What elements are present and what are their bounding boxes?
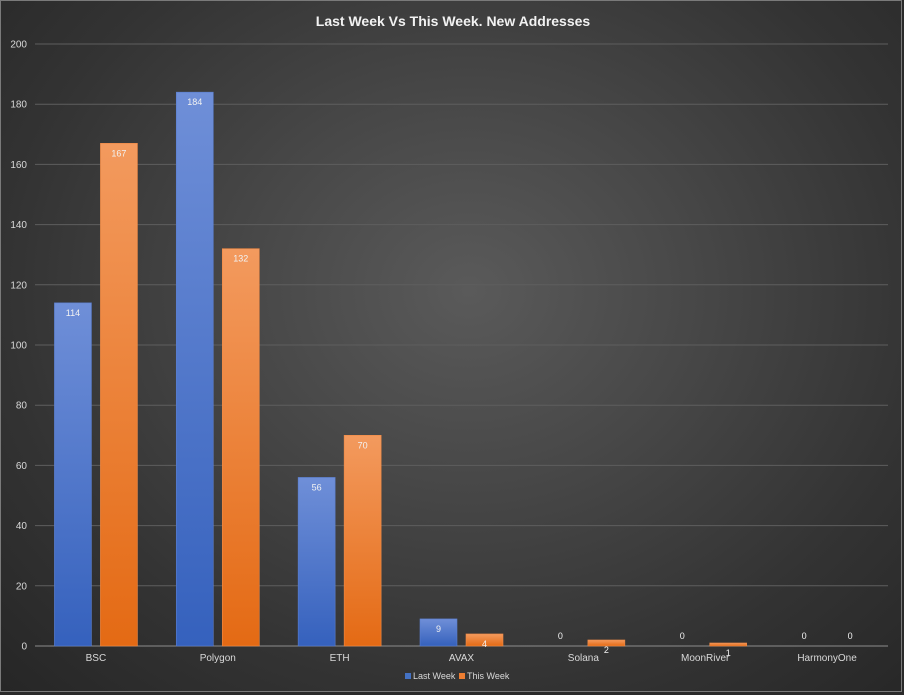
bar-this-week <box>343 434 382 647</box>
x-tick-label: BSC <box>86 653 107 664</box>
bar-last-week <box>297 477 336 647</box>
chart-title: Last Week Vs This Week. New Addresses <box>316 13 591 29</box>
y-tick-label: 120 <box>10 280 27 291</box>
x-tick-label: Polygon <box>200 653 236 664</box>
gridlines <box>35 43 888 647</box>
bar-this-week <box>100 143 138 647</box>
y-tick-label: 80 <box>16 401 28 412</box>
x-tick-label: HarmonyOne <box>797 653 857 664</box>
y-axis: 0 20 40 60 80 100 120 140 160 180 200 <box>10 40 27 653</box>
data-label: 9 <box>436 624 441 634</box>
data-label: 0 <box>558 631 563 641</box>
y-tick-label: 140 <box>10 220 27 231</box>
x-tick-label: MoonRiver <box>681 653 730 664</box>
bar-this-week <box>709 642 748 647</box>
x-tick-label: ETH <box>330 653 350 664</box>
data-label: 0 <box>680 631 685 641</box>
bar-last-week <box>54 302 92 647</box>
legend: Last Week This Week <box>405 671 510 681</box>
bar-this-week <box>221 248 260 647</box>
data-label: 184 <box>187 97 202 107</box>
y-tick-label: 0 <box>21 642 27 653</box>
y-tick-label: 60 <box>16 461 28 472</box>
y-tick-label: 100 <box>10 341 27 352</box>
data-label: 1 <box>726 648 731 658</box>
data-label: 70 <box>358 440 368 450</box>
bar-this-week <box>465 633 504 647</box>
data-label: 4 <box>482 639 487 649</box>
data-label: 114 <box>66 308 80 318</box>
legend-label: Last Week <box>413 671 456 681</box>
x-tick-label: Solana <box>568 653 600 664</box>
data-label: 0 <box>802 631 807 641</box>
bar-last-week <box>175 91 214 647</box>
bar-last-week <box>419 618 458 647</box>
legend-label: This Week <box>467 671 510 681</box>
y-tick-label: 20 <box>16 581 28 592</box>
data-labels: 114 167 184 132 56 70 9 4 0 2 0 1 0 0 <box>66 97 853 658</box>
data-label: 0 <box>848 631 853 641</box>
bar-this-week <box>587 639 626 647</box>
x-tick-label: AVAX <box>449 653 475 664</box>
data-label: 56 <box>312 482 322 492</box>
y-tick-label: 40 <box>16 521 28 532</box>
y-tick-label: 180 <box>10 100 27 111</box>
data-label: 2 <box>604 645 609 655</box>
y-tick-label: 160 <box>10 160 27 171</box>
y-tick-label: 200 <box>10 40 27 51</box>
data-label: 167 <box>111 148 126 158</box>
legend-swatch <box>459 673 465 679</box>
x-axis: BSC Polygon ETH AVAX Solana MoonRiver HarmonyO… <box>86 653 858 664</box>
bars <box>54 91 748 647</box>
data-label: 132 <box>233 254 248 264</box>
legend-swatch <box>405 673 411 679</box>
